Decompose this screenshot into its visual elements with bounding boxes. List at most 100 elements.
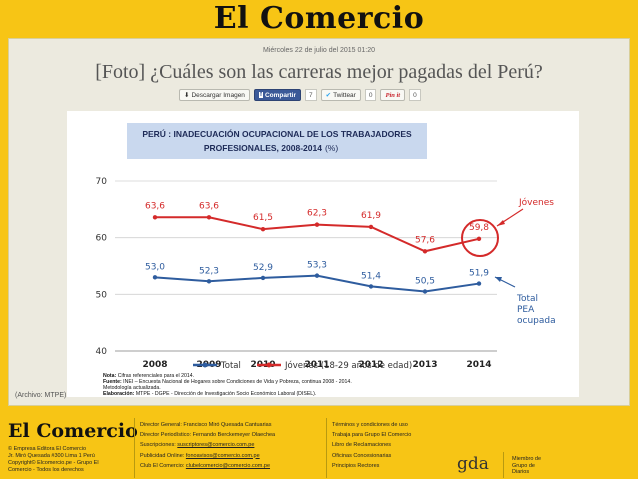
data-label: 53,3 [307, 261, 327, 271]
legend-jovenes-label: Jóvenes (18-29 años de edad) [284, 360, 412, 371]
y-tick-label: 70 [96, 177, 108, 187]
gda-text: Miembro de Grupo de Diarios [512, 456, 541, 476]
note-1: Nota: Cifras referenciales para el 2014. [103, 373, 194, 379]
image-caption: (Archivo: MTPE) [15, 392, 67, 399]
data-point [206, 279, 212, 284]
footer-staff-column: Director General: Francisco Miró Quesada… [140, 420, 275, 471]
footer-link-reclamaciones[interactable]: Libro de Reclamaciones [332, 442, 392, 449]
download-image-button[interactable]: ⬇ Descargar Imagen [179, 89, 250, 101]
twitter-count: 0 [364, 89, 377, 101]
footer-suscripciones: Suscripciones: suscriptores@comercio.com… [140, 440, 275, 450]
chart-title-line2: PROFESIONALES, 2008-2014 (%) [204, 143, 338, 153]
data-label: 57,6 [415, 235, 435, 245]
footer-link-trabaja[interactable]: Trabaja para Grupo El Comercio [332, 432, 412, 439]
footer: El Comercio © Empresa Editora El Comerci… [0, 412, 638, 479]
y-axis-ticks: 40 50 60 70 [96, 177, 108, 357]
data-label: 50,5 [415, 277, 435, 287]
data-label: 51,4 [361, 271, 381, 281]
data-label: 51,9 [469, 269, 489, 279]
data-point [152, 275, 158, 280]
note-4-label: Elaboración: [103, 391, 135, 397]
note-2: Fuente: INEI – Encuesta Nacional de Hoga… [103, 379, 352, 385]
footer-publicidad: Publicidad Online: fonoavisos@comercio.c… [140, 451, 275, 461]
chart-title-line1: PERÚ : INADECUACIÓN OCUPACIONAL DE LOS T… [142, 128, 412, 139]
publicidad-link[interactable]: fonoavisos@comercio.com.pe [185, 452, 260, 459]
annotation-jovenes: Jóvenes [518, 197, 554, 208]
data-point [422, 249, 428, 254]
note-2-label: Fuente: [103, 379, 122, 385]
data-point [260, 275, 266, 281]
note-1-label: Nota: [103, 373, 117, 379]
address-line: Jr. Miró Quesada #300 Lima 1 Perú [8, 453, 95, 459]
note-2-text: INEI – Encuesta Nacional de Hogares sobr… [122, 379, 352, 385]
pinterest-count: 0 [409, 89, 421, 101]
twitter-icon: ✔ [325, 92, 332, 99]
annotation-total-3: ocupada [517, 316, 556, 326]
footer-link-principios[interactable]: Principios Rectores [332, 462, 380, 469]
footer-address: © Empresa Editora El Comercio Jr. Miró Q… [8, 446, 128, 474]
chart-grid [115, 180, 497, 352]
data-point [476, 236, 482, 241]
masthead: El Comercio [0, 0, 638, 38]
y-tick-label: 50 [96, 290, 108, 300]
chart-series: 53,0 52,3 52,9 53,3 51,4 50,5 51,9 63,6 63,6 61,5… [145, 201, 489, 294]
footer-director-periodistico: Director Periodístico: Fernando Berckeme… [140, 432, 276, 439]
data-point [152, 215, 158, 220]
chart-notes: Nota: Cifras referenciales para el 2014.… [103, 373, 352, 397]
chart-title-box [127, 123, 427, 159]
x-tick-label: 2014 [466, 360, 491, 370]
data-label: 62,3 [307, 209, 327, 219]
chart-image: PERÚ : INADECUACIÓN OCUPACIONAL DE LOS T… [67, 111, 579, 397]
chart-title-line2-text: PROFESIONALES, 2008-2014 [204, 143, 322, 153]
x-tick-label: 2012 [358, 360, 383, 370]
data-point [260, 226, 266, 232]
club-link[interactable]: clubelcomercio@comercio.com.pe [185, 462, 271, 469]
data-point [476, 281, 482, 286]
data-point [314, 222, 320, 227]
gda-divider [503, 452, 504, 478]
pinterest-button[interactable]: Pin it [380, 89, 406, 101]
article-headline: [Foto] ¿Cuáles son las carreras mejor pa… [95, 61, 543, 83]
footer-links-column: Términos y condiciones de uso Trabaja pa… [332, 420, 411, 471]
suscripciones-link[interactable]: suscriptores@comercio.com.pe [177, 442, 255, 449]
facebook-count: 7 [305, 89, 317, 101]
data-label: 61,9 [361, 211, 381, 221]
gda-text-line: Miembro de [512, 456, 542, 462]
gda-text-line: Diarios [512, 469, 530, 475]
download-label: Descargar Imagen [191, 91, 245, 99]
highlight-circle [461, 219, 499, 257]
line-chart: PERÚ : INADECUACIÓN OCUPACIONAL DE LOS T… [96, 123, 556, 397]
data-label: 59,8 [469, 223, 489, 233]
site-logo[interactable]: El Comercio [213, 1, 425, 36]
facebook-label: Compartir [264, 91, 296, 99]
x-tick-label: 2008 [142, 360, 167, 370]
series-line-jovenes [155, 216, 480, 253]
facebook-share-button[interactable]: f Compartir [253, 89, 301, 101]
data-label: 52,3 [199, 266, 219, 276]
annotation-total-1: Total [516, 294, 538, 304]
footer-director-general: Director General: Francisco Miró Quesada… [140, 422, 272, 428]
legend-total-marker [202, 362, 208, 368]
note-3: Metodología actualizada. [103, 385, 161, 391]
legend-jovenes-marker [266, 362, 272, 368]
data-point [368, 224, 374, 230]
legend-total-label: Total [220, 361, 241, 371]
share-bar: ⬇ Descargar Imagen f Compartir 7 ✔ Twitt… [179, 89, 421, 101]
twitter-button[interactable]: ✔ Twittear [320, 89, 361, 101]
x-tick-label: 2011 [304, 360, 329, 370]
address-line: Copyright© Elcomercio.pe - Grupo El [8, 460, 99, 466]
footer-link-terminos[interactable]: Términos y condiciones de uso [332, 422, 408, 428]
y-tick-label: 40 [96, 347, 108, 357]
article-panel: Miércoles 22 de julio del 2015 01:20 [Fo… [8, 38, 630, 406]
footer-logo[interactable]: El Comercio [8, 420, 138, 442]
data-point [206, 215, 212, 220]
data-point [422, 289, 428, 294]
gda-text-line: Grupo de [512, 462, 535, 469]
publicidad-label: Publicidad Online: [140, 452, 186, 459]
address-line: Comercio - Todos los derechos [8, 467, 84, 473]
footer-link-oficinas[interactable]: Oficinas Concesionarias [332, 452, 392, 459]
suscripciones-label: Suscripciones: [140, 442, 178, 449]
gda-logo[interactable]: gda [457, 454, 489, 474]
club-label: Club El Comercio: [140, 462, 186, 469]
article-date: Miércoles 22 de julio del 2015 01:20 [262, 47, 376, 54]
